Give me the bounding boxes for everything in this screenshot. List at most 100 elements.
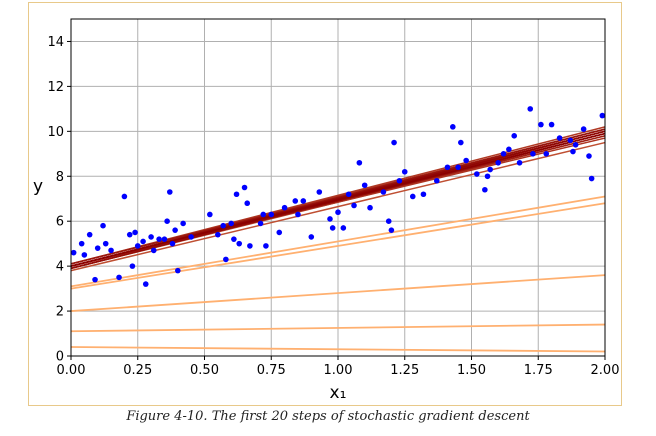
data-point (345, 191, 352, 198)
sgd-line (70, 195, 606, 288)
data-point (276, 229, 283, 236)
x-tick-label: 0.00 (57, 363, 86, 378)
data-point (351, 202, 357, 209)
data-point (556, 135, 563, 141)
chart: 0.00 0.25 0.50 0.75 1.00 1.25 1.50 1.75 2.00 0 2 4… (33, 18, 619, 403)
x-tick-label: 1.00 (324, 363, 353, 378)
sgd-line (70, 346, 606, 353)
data-point (361, 182, 368, 189)
data-point (164, 218, 170, 224)
x-tick-label: 0.25 (123, 363, 152, 378)
data-point (316, 189, 323, 195)
data-point (292, 198, 299, 204)
data-point (599, 112, 606, 119)
data-point (548, 121, 555, 128)
data-point (340, 225, 347, 231)
data-point (433, 177, 440, 184)
data-point (329, 225, 336, 231)
data-point (367, 204, 373, 211)
data-point (233, 191, 240, 198)
data-point (295, 211, 301, 218)
data-point (530, 151, 536, 157)
data-point (567, 137, 574, 144)
data-point (327, 216, 333, 222)
data-point (588, 175, 595, 182)
data-point (500, 151, 507, 157)
data-point (169, 240, 176, 247)
data-point (92, 276, 98, 283)
data-point (506, 146, 512, 153)
data-point (385, 218, 392, 224)
data-points (70, 106, 606, 287)
data-point (450, 124, 456, 130)
y-tick-label: 12 (47, 80, 64, 95)
x-tick-label: 0.75 (257, 363, 286, 378)
data-point (231, 236, 237, 242)
data-point (175, 267, 181, 274)
data-point (108, 247, 114, 254)
data-point (102, 240, 109, 247)
data-point (161, 236, 168, 242)
y-tick-label: 8 (56, 170, 64, 185)
data-point (150, 247, 157, 254)
data-point (100, 222, 106, 229)
x-tick-label: 1.50 (457, 363, 486, 378)
data-point (207, 211, 213, 218)
data-point (263, 243, 269, 249)
sgd-line (70, 141, 606, 272)
data-point (180, 220, 186, 227)
data-point (308, 234, 315, 240)
data-point (140, 238, 146, 245)
data-point (409, 193, 416, 200)
data-point (220, 222, 226, 229)
data-point (247, 243, 253, 249)
data-point (281, 204, 288, 211)
data-point (257, 220, 264, 227)
data-point (156, 236, 162, 242)
data-point (129, 263, 136, 269)
data-point (420, 191, 427, 198)
y-ticks: 0 2 4 6 8 10 12 14 (47, 35, 71, 365)
y-axis-label: y (33, 177, 43, 197)
data-point (511, 133, 518, 139)
data-point (148, 234, 154, 240)
data-point (580, 126, 587, 132)
sgd-line (70, 132, 606, 267)
data-point (516, 159, 523, 166)
data-point (487, 166, 493, 173)
data-point (132, 229, 138, 236)
data-point (172, 227, 178, 233)
data-point (388, 227, 395, 233)
data-point (244, 200, 251, 207)
y-tick-label: 6 (56, 215, 64, 230)
data-point (260, 211, 267, 218)
data-point (484, 173, 491, 180)
sgd-line (70, 323, 606, 333)
data-point (215, 231, 221, 238)
data-point (570, 148, 576, 155)
data-point (458, 139, 464, 146)
data-point (121, 193, 128, 200)
data-point (463, 157, 469, 164)
y-tick-label: 0 (56, 350, 64, 365)
data-point (455, 164, 461, 171)
y-tick-label: 14 (47, 35, 64, 50)
x-tick-label: 0.50 (190, 363, 219, 378)
data-point (543, 151, 550, 157)
y-tick-label: 10 (47, 125, 64, 140)
data-point (538, 121, 544, 128)
figure-caption: Figure 4-10. The first 20 steps of stoch… (126, 409, 530, 424)
data-point (268, 211, 275, 218)
data-point (94, 245, 101, 251)
sgd-line (70, 274, 606, 312)
x-tick-label: 1.75 (524, 363, 553, 378)
data-point (78, 240, 85, 247)
data-point (396, 177, 403, 184)
data-point (228, 220, 234, 227)
data-point (223, 256, 229, 263)
x-ticks: 0.00 0.25 0.50 0.75 1.00 1.25 1.50 1.75 2.00 (57, 356, 619, 378)
data-point (444, 164, 451, 171)
data-point (86, 231, 93, 238)
y-tick-label: 4 (56, 260, 64, 275)
data-point (134, 243, 141, 249)
